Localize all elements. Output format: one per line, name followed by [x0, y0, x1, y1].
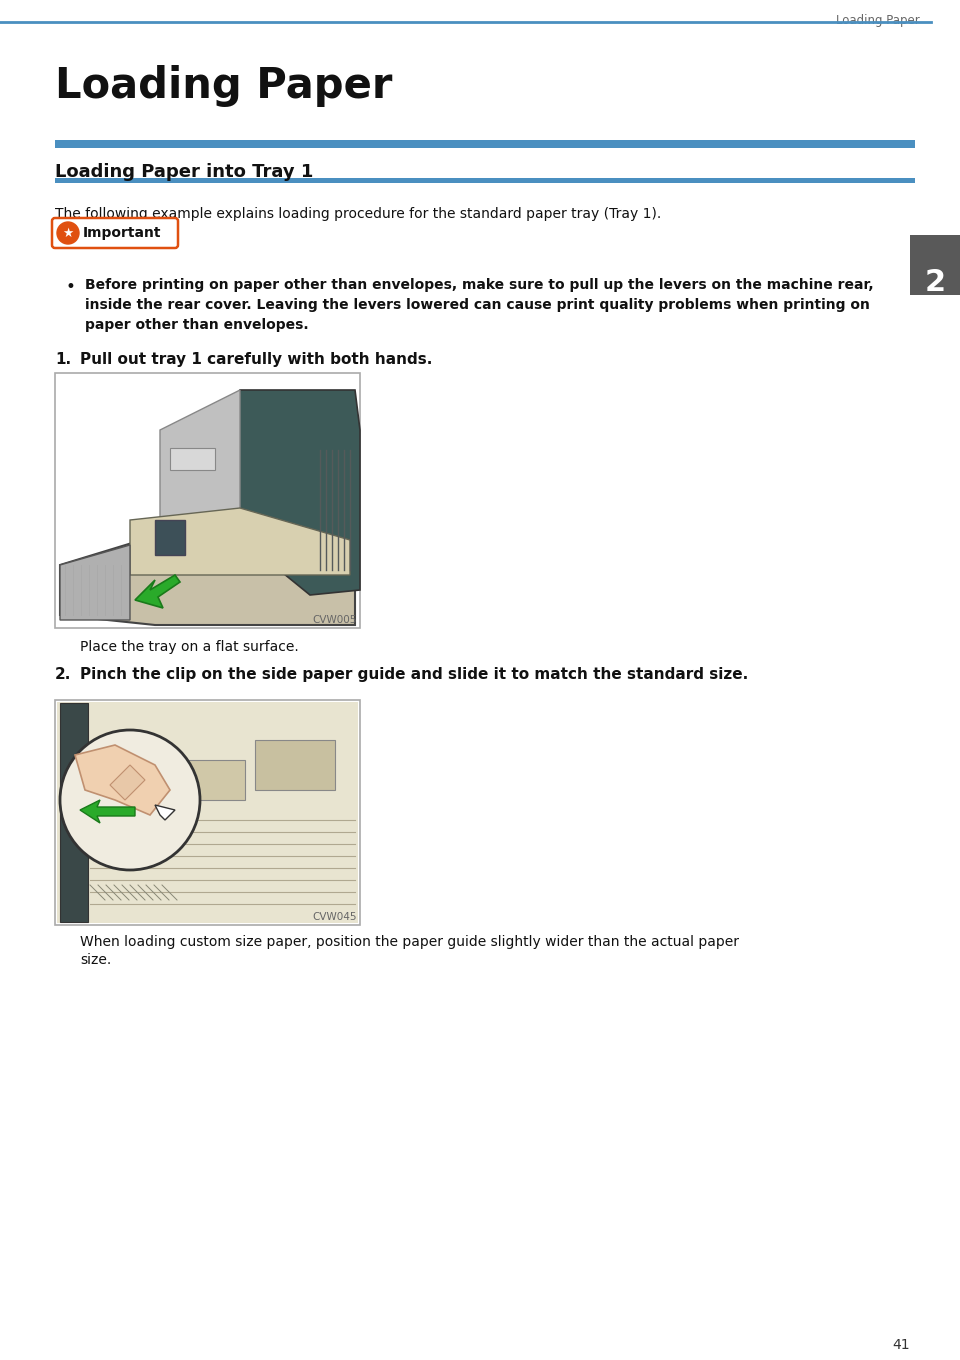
FancyBboxPatch shape [145, 760, 245, 800]
FancyBboxPatch shape [55, 700, 360, 925]
Text: size.: size. [80, 953, 111, 967]
FancyBboxPatch shape [60, 703, 88, 922]
Circle shape [57, 222, 79, 243]
Text: 41: 41 [893, 1338, 910, 1352]
Text: Place the tray on a flat surface.: Place the tray on a flat surface. [80, 641, 299, 654]
Polygon shape [80, 800, 135, 823]
FancyBboxPatch shape [910, 235, 960, 295]
Text: paper other than envelopes.: paper other than envelopes. [85, 318, 308, 332]
FancyBboxPatch shape [255, 740, 335, 790]
Text: 2: 2 [924, 268, 946, 296]
FancyBboxPatch shape [55, 178, 915, 184]
Polygon shape [130, 509, 350, 575]
Text: Pull out tray 1 carefully with both hands.: Pull out tray 1 carefully with both hand… [80, 352, 432, 367]
Text: •: • [65, 277, 75, 296]
Polygon shape [60, 545, 130, 620]
FancyBboxPatch shape [52, 218, 178, 248]
Polygon shape [75, 745, 170, 815]
Text: Pinch the clip on the side paper guide and slide it to match the standard size.: Pinch the clip on the side paper guide a… [80, 666, 748, 681]
Polygon shape [160, 390, 240, 570]
Text: The following example explains loading procedure for the standard paper tray (Tr: The following example explains loading p… [55, 207, 661, 220]
Text: ★: ★ [62, 227, 74, 239]
FancyBboxPatch shape [57, 702, 358, 923]
Text: Important: Important [83, 226, 161, 239]
Text: Loading Paper into Tray 1: Loading Paper into Tray 1 [55, 163, 313, 181]
Text: Loading Paper: Loading Paper [836, 14, 920, 27]
Polygon shape [135, 575, 180, 608]
FancyBboxPatch shape [55, 373, 360, 628]
Text: inside the rear cover. Leaving the levers lowered can cause print quality proble: inside the rear cover. Leaving the lever… [85, 298, 870, 311]
FancyBboxPatch shape [155, 520, 185, 555]
Circle shape [60, 730, 200, 870]
Polygon shape [230, 390, 360, 596]
Text: Before printing on paper other than envelopes, make sure to pull up the levers o: Before printing on paper other than enve… [85, 277, 874, 292]
Text: CVW005: CVW005 [313, 615, 357, 626]
FancyBboxPatch shape [170, 447, 215, 471]
Polygon shape [110, 764, 145, 800]
Text: When loading custom size paper, position the paper guide slightly wider than the: When loading custom size paper, position… [80, 936, 739, 949]
Polygon shape [60, 510, 355, 626]
Text: Loading Paper: Loading Paper [55, 65, 393, 107]
Text: CVW045: CVW045 [313, 913, 357, 922]
FancyBboxPatch shape [55, 140, 915, 148]
Text: 1.: 1. [55, 352, 71, 367]
Text: 2.: 2. [55, 666, 71, 681]
Polygon shape [155, 805, 175, 820]
